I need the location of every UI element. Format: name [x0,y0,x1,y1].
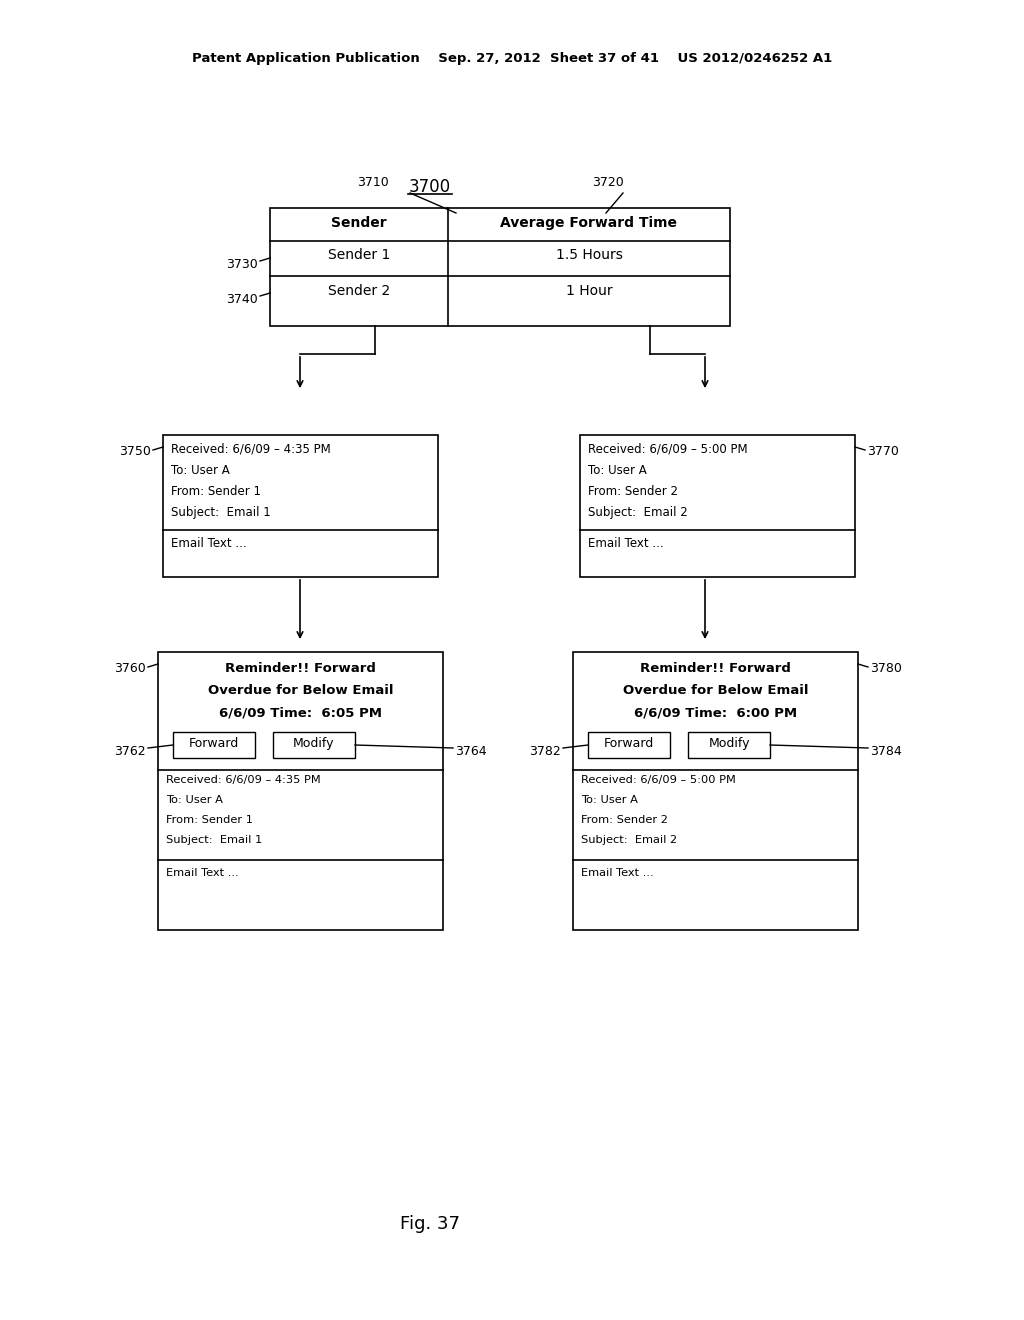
Text: Fig. 37: Fig. 37 [400,1214,460,1233]
Text: Reminder!! Forward: Reminder!! Forward [640,663,791,675]
Text: Email Text ...: Email Text ... [166,869,239,878]
Text: Received: 6/6/09 – 5:00 PM: Received: 6/6/09 – 5:00 PM [581,775,736,785]
Text: Forward: Forward [188,737,240,750]
Text: From: Sender 1: From: Sender 1 [171,484,261,498]
Text: Patent Application Publication    Sep. 27, 2012  Sheet 37 of 41    US 2012/02462: Patent Application Publication Sep. 27, … [191,51,833,65]
Text: To: User A: To: User A [166,795,223,805]
Text: From: Sender 1: From: Sender 1 [166,814,253,825]
Text: Received: 6/6/09 – 4:35 PM: Received: 6/6/09 – 4:35 PM [171,444,331,455]
Text: 3784: 3784 [870,744,902,758]
Text: Modify: Modify [293,737,335,750]
Bar [158,652,443,931]
Bar [273,733,355,758]
Text: 3750: 3750 [119,445,151,458]
Bar [163,436,438,577]
Text: 3720: 3720 [592,176,624,189]
Text: Email Text ...: Email Text ... [581,869,653,878]
Text: Modify: Modify [709,737,750,750]
Text: Sender 2: Sender 2 [328,284,390,298]
Text: 6/6/09 Time:  6:00 PM: 6/6/09 Time: 6:00 PM [634,706,797,719]
Text: 1 Hour: 1 Hour [565,284,612,298]
Text: 3780: 3780 [870,663,902,675]
Text: 3760: 3760 [115,663,146,675]
Text: Sender 1: Sender 1 [328,248,390,261]
Text: Forward: Forward [604,737,654,750]
Text: 3710: 3710 [357,176,389,189]
Bar [588,733,670,758]
Text: Overdue for Below Email: Overdue for Below Email [623,684,808,697]
Text: Reminder!! Forward: Reminder!! Forward [225,663,376,675]
Bar [270,209,730,326]
Text: 6/6/09 Time:  6:05 PM: 6/6/09 Time: 6:05 PM [219,706,382,719]
Text: 1.5 Hours: 1.5 Hours [556,248,623,261]
Text: From: Sender 2: From: Sender 2 [588,484,678,498]
Text: 3700: 3700 [409,178,451,195]
Text: 3762: 3762 [115,744,146,758]
Text: Received: 6/6/09 – 4:35 PM: Received: 6/6/09 – 4:35 PM [166,775,321,785]
Text: Email Text ...: Email Text ... [171,537,247,550]
Text: To: User A: To: User A [171,465,229,477]
Bar [580,436,855,577]
Bar [573,652,858,931]
Text: From: Sender 2: From: Sender 2 [581,814,668,825]
Text: Sender: Sender [331,216,387,230]
Text: Email Text ...: Email Text ... [588,537,664,550]
Bar [688,733,770,758]
Bar [173,733,255,758]
Text: 3740: 3740 [226,293,258,306]
Text: To: User A: To: User A [588,465,647,477]
Text: Subject:  Email 2: Subject: Email 2 [588,506,688,519]
Text: To: User A: To: User A [581,795,638,805]
Text: 3730: 3730 [226,257,258,271]
Text: Subject:  Email 1: Subject: Email 1 [166,836,262,845]
Text: 3764: 3764 [455,744,486,758]
Text: 3770: 3770 [867,445,899,458]
Text: Overdue for Below Email: Overdue for Below Email [208,684,393,697]
Text: Subject:  Email 2: Subject: Email 2 [581,836,677,845]
Text: Average Forward Time: Average Forward Time [501,216,678,230]
Text: 3782: 3782 [529,744,561,758]
Text: Subject:  Email 1: Subject: Email 1 [171,506,270,519]
Text: Received: 6/6/09 – 5:00 PM: Received: 6/6/09 – 5:00 PM [588,444,748,455]
